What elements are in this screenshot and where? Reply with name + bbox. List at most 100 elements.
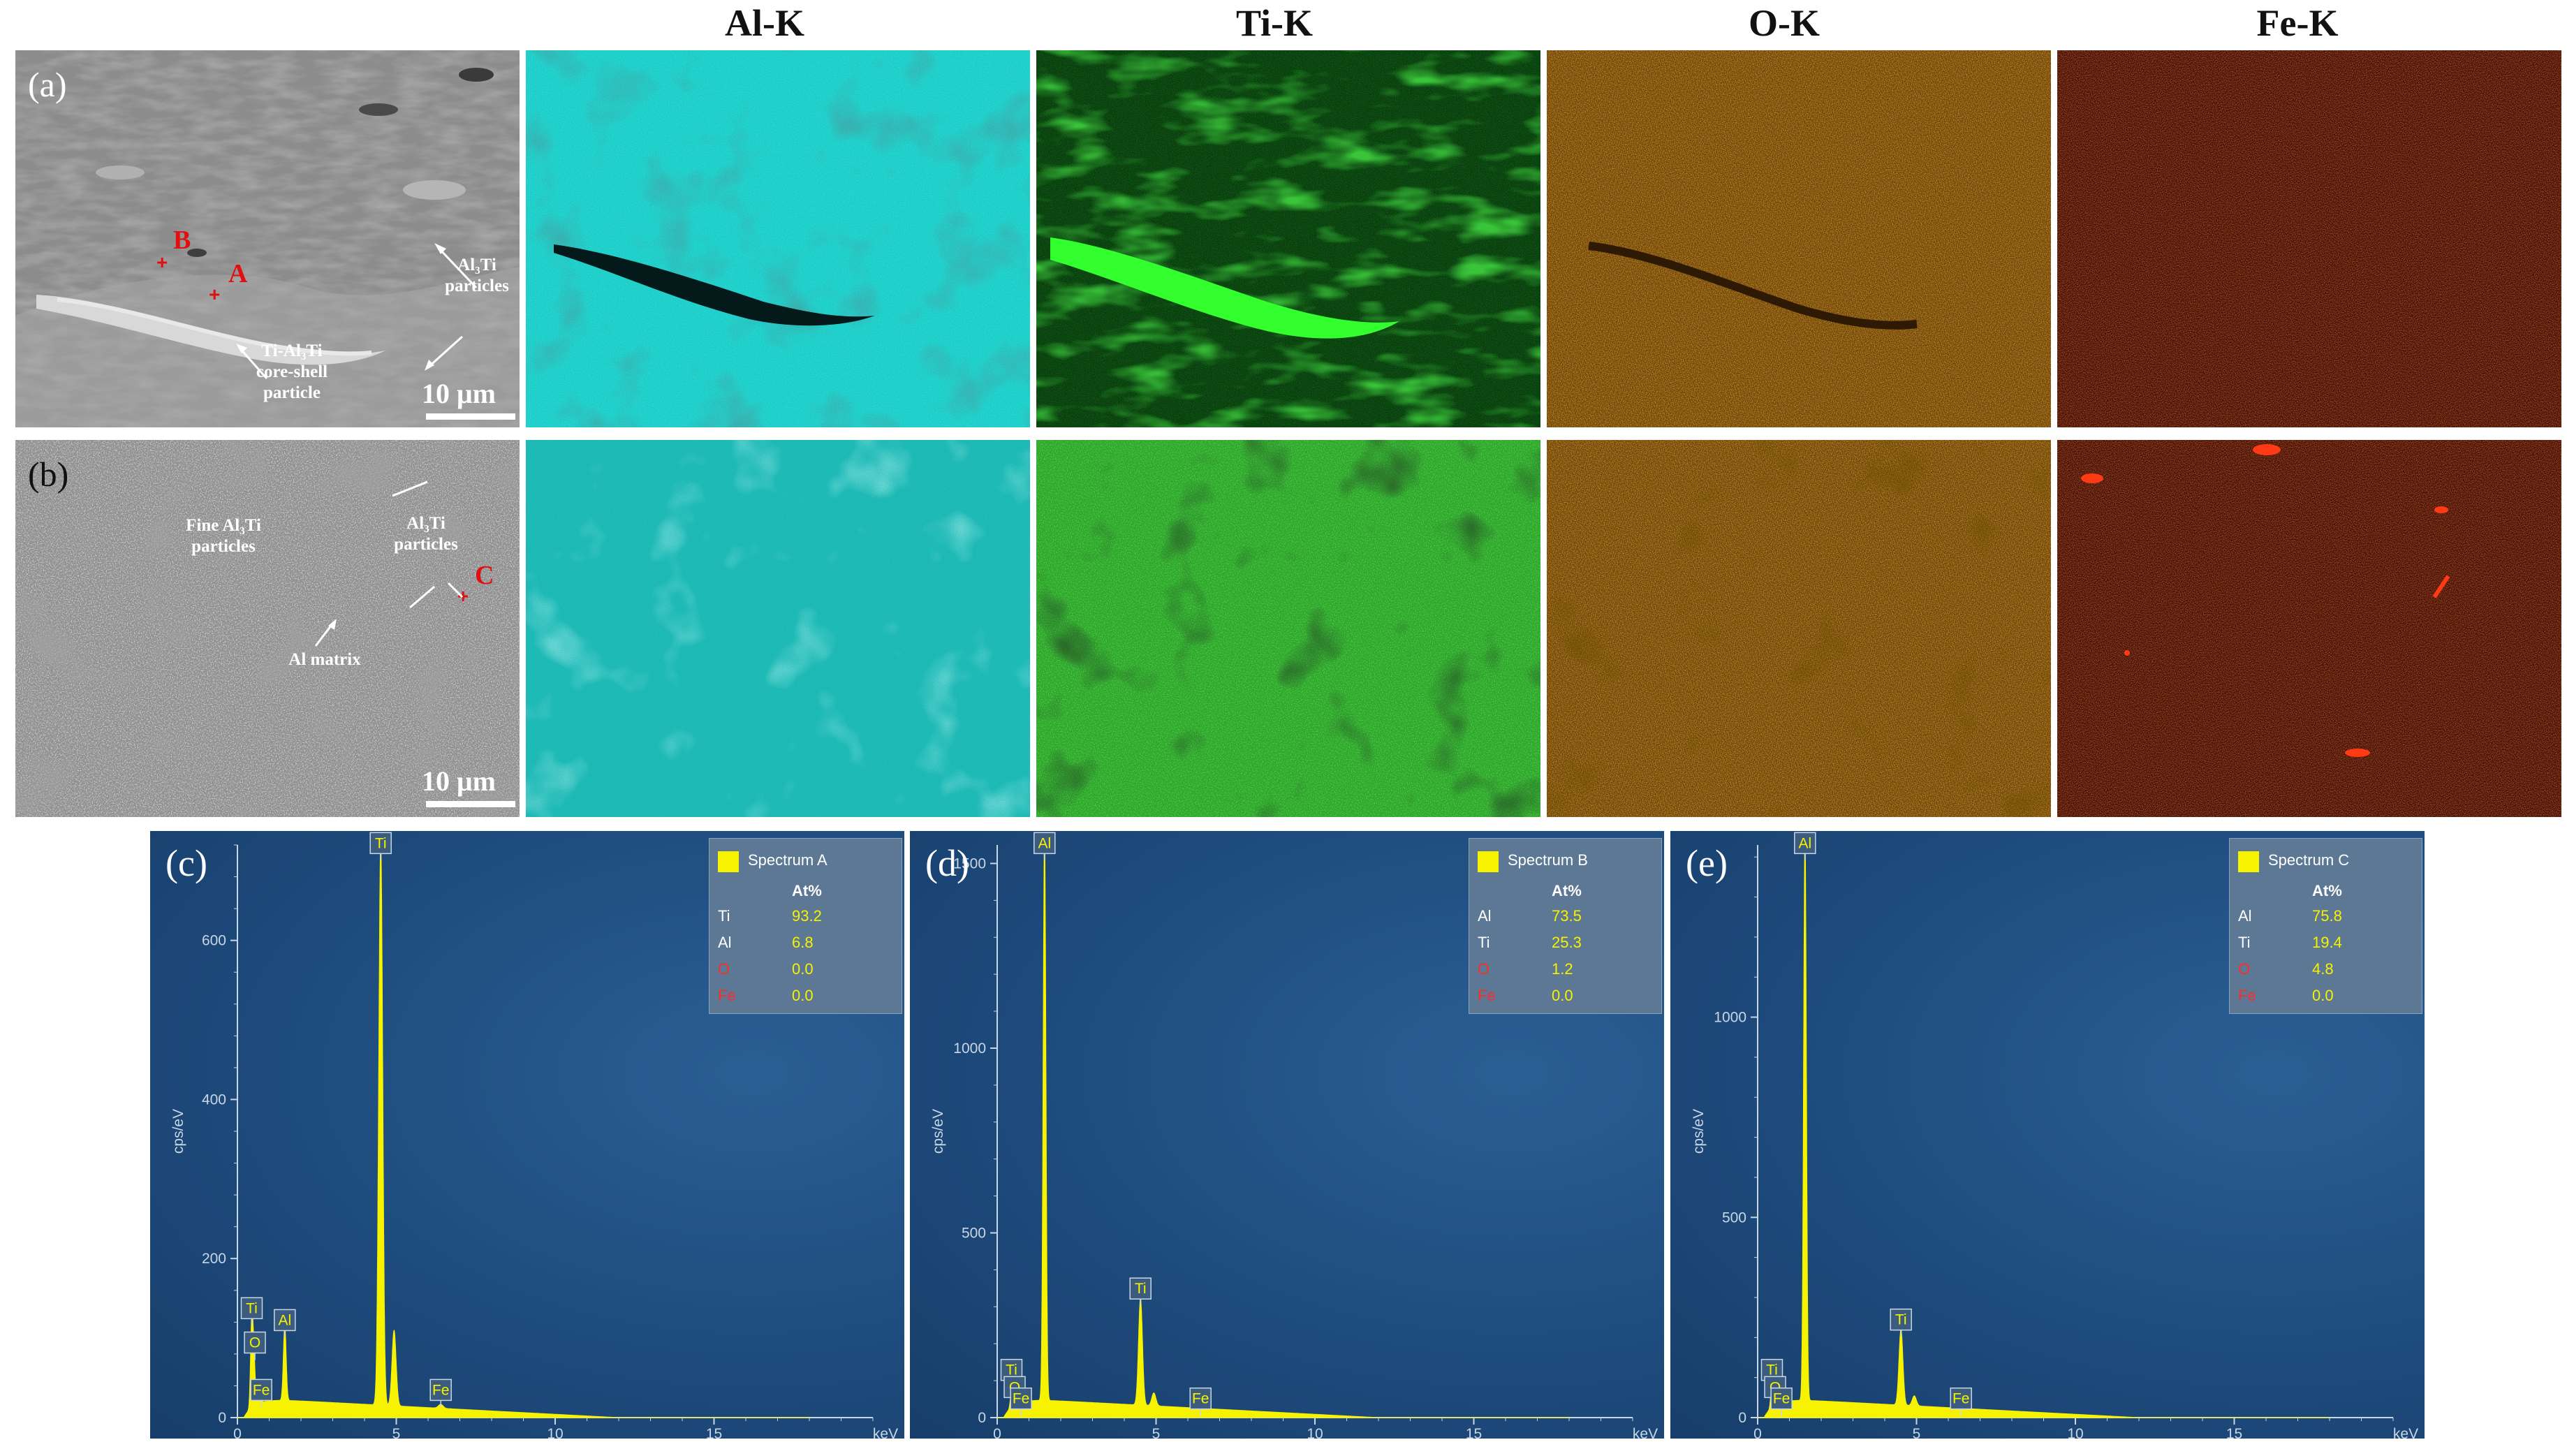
point-label-c: C bbox=[475, 561, 494, 590]
legend-title: Spectrum C bbox=[2268, 851, 2350, 869]
peak-label: Ti bbox=[1129, 1277, 1152, 1307]
x-axis-unit: keV bbox=[2393, 1426, 2418, 1439]
legend-d: Spectrum B At% Al 73.5 Ti 25.3 O 1.2 Fe 0.0 bbox=[1469, 838, 1662, 1014]
sem-texture-b bbox=[15, 440, 520, 817]
annotation-al3ti-particles-a: Al₃Ti particles bbox=[439, 255, 515, 297]
y-axis-label: cps/eV bbox=[170, 1109, 186, 1154]
legend-element: Al bbox=[1478, 907, 1492, 925]
panel-label-b: (b) bbox=[28, 455, 69, 494]
annotation-al-matrix: Al matrix bbox=[272, 649, 377, 670]
y-tick-label: 0 bbox=[218, 1410, 226, 1426]
map-al-k-a bbox=[526, 50, 1030, 427]
x-tick-label: 15 bbox=[1466, 1426, 1482, 1439]
svg-text:Fe: Fe bbox=[432, 1382, 450, 1398]
y-tick-label: 0 bbox=[978, 1410, 986, 1426]
legend-e: Spectrum C At% Al 75.8 Ti 19.4 O 4.8 Fe 0.0 bbox=[2229, 838, 2422, 1014]
legend-row: Fe 0.0 bbox=[2238, 987, 2413, 1013]
legend-element: Fe bbox=[1478, 987, 1496, 1004]
annotation-line: particles bbox=[191, 537, 256, 556]
legend-swatch bbox=[718, 851, 739, 872]
peak-label: Al bbox=[1034, 832, 1056, 861]
x-tick-label: 10 bbox=[1307, 1426, 1323, 1439]
spectrum-panel-e: 0 500 1000 0 5 10 15 keV cps/eV Al Ti Ti O Fe Fe (e) S… bbox=[1670, 831, 2425, 1439]
legend-header: At% bbox=[2312, 882, 2342, 899]
spectrum-chart-c: 0 200 400 600 0 5 10 15 keV cps/eV Ti Ti O Fe Al Fe bbox=[170, 832, 898, 1439]
header-fe-k: Fe-K bbox=[2256, 2, 2339, 44]
map-ti-k-b bbox=[1036, 440, 1540, 817]
svg-text:Fe: Fe bbox=[1952, 1391, 1970, 1407]
y-tick-label: 500 bbox=[1722, 1209, 1746, 1226]
svg-text:Ti: Ti bbox=[246, 1300, 258, 1316]
legend-value: 0.0 bbox=[792, 987, 814, 1004]
panel-label-c: (c) bbox=[166, 842, 207, 884]
arrows-b bbox=[314, 480, 464, 647]
annotation-al3ti-particles-b: Al₃Ti particles bbox=[388, 513, 464, 555]
annotation-line: Al matrix bbox=[288, 650, 361, 669]
peak-label: Fe bbox=[1010, 1387, 1032, 1416]
peak-label: Al bbox=[1794, 832, 1816, 861]
legend-element: O bbox=[2238, 960, 2251, 978]
legend-element: O bbox=[718, 960, 730, 978]
map-o-k-a bbox=[1547, 50, 2051, 427]
spectrum-chart-e: 0 500 1000 0 5 10 15 keV cps/eV Al Ti Ti O Fe Fe bbox=[1691, 832, 2418, 1439]
annotation-fine-al3ti: Fine Al₃Ti particles bbox=[164, 515, 283, 557]
legend-element: Al bbox=[2238, 907, 2252, 925]
svg-text:Al: Al bbox=[278, 1312, 291, 1328]
legend-row: Fe 0.0 bbox=[1478, 987, 1652, 1013]
point-marker-a: + bbox=[209, 284, 221, 305]
svg-text:Ti: Ti bbox=[375, 835, 387, 851]
legend-swatch bbox=[2238, 851, 2259, 872]
legend-header: At% bbox=[792, 882, 822, 899]
legend-row: Ti 25.3 bbox=[1478, 934, 1652, 960]
y-axis-label: cps/eV bbox=[930, 1109, 946, 1154]
legend-row: Al 6.8 bbox=[718, 934, 892, 960]
svg-text:Al: Al bbox=[1798, 835, 1811, 851]
annotation-line: Fine Al₃Ti bbox=[186, 516, 261, 535]
legend-element: Fe bbox=[2238, 987, 2256, 1004]
y-tick-label: 1000 bbox=[953, 1040, 986, 1057]
legend-value: 75.8 bbox=[2312, 907, 2342, 925]
annotation-line: particles bbox=[445, 277, 509, 295]
map-o-k-b bbox=[1547, 440, 2051, 817]
legend-value: 73.5 bbox=[1552, 907, 1582, 925]
header-ti-k: Ti-K bbox=[1235, 2, 1314, 44]
scale-bar-a bbox=[426, 413, 515, 420]
annotation-line: core-shell bbox=[256, 362, 328, 381]
y-tick-label: 500 bbox=[962, 1225, 986, 1241]
legend-element: Fe bbox=[718, 987, 736, 1004]
x-tick-label: 0 bbox=[233, 1426, 242, 1439]
annotation-line: particle bbox=[263, 383, 321, 402]
header-al-k: Al-K bbox=[725, 2, 804, 44]
legend-value: 0.0 bbox=[792, 960, 814, 978]
legend-element: Ti bbox=[1478, 934, 1490, 951]
legend-row: O 1.2 bbox=[1478, 960, 1652, 987]
annotation-line: Al₃Ti bbox=[457, 256, 497, 274]
legend-value: 19.4 bbox=[2312, 934, 2342, 951]
y-axis-label: cps/eV bbox=[1691, 1109, 1707, 1154]
svg-text:Al: Al bbox=[1038, 835, 1051, 851]
peak-label: Ti bbox=[369, 832, 392, 861]
panel-label-e: (e) bbox=[1686, 842, 1728, 884]
y-tick-label: 600 bbox=[202, 933, 226, 949]
header-o-k: O-K bbox=[1749, 2, 1820, 44]
point-label-b: B bbox=[173, 226, 191, 255]
sem-image-b bbox=[15, 440, 520, 817]
legend-row: Al 73.5 bbox=[1478, 907, 1652, 934]
scale-label-b: 10 μm bbox=[422, 765, 496, 797]
spectrum-series bbox=[1758, 844, 2330, 1418]
legend-c: Spectrum A At% Ti 93.2 Al 6.8 O 0.0 Fe 0.0 bbox=[709, 838, 902, 1014]
svg-text:O: O bbox=[249, 1335, 260, 1351]
svg-text:Ti: Ti bbox=[1766, 1362, 1778, 1378]
legend-element: Ti bbox=[2238, 934, 2251, 951]
annotation-core-shell: Ti-Al₃Ti core-shell particle bbox=[236, 341, 348, 404]
y-tick-label: 400 bbox=[202, 1091, 226, 1108]
svg-text:Fe: Fe bbox=[253, 1382, 270, 1398]
legend-row: Al 75.8 bbox=[2238, 907, 2413, 934]
legend-value: 0.0 bbox=[2312, 987, 2334, 1004]
x-tick-label: 0 bbox=[1753, 1426, 1762, 1439]
peak-label: Fe bbox=[1950, 1387, 1972, 1416]
y-tick-label: 200 bbox=[202, 1251, 226, 1267]
panel-label-d: (d) bbox=[925, 842, 969, 884]
x-axis-unit: keV bbox=[873, 1426, 898, 1439]
svg-text:Fe: Fe bbox=[1013, 1391, 1030, 1407]
